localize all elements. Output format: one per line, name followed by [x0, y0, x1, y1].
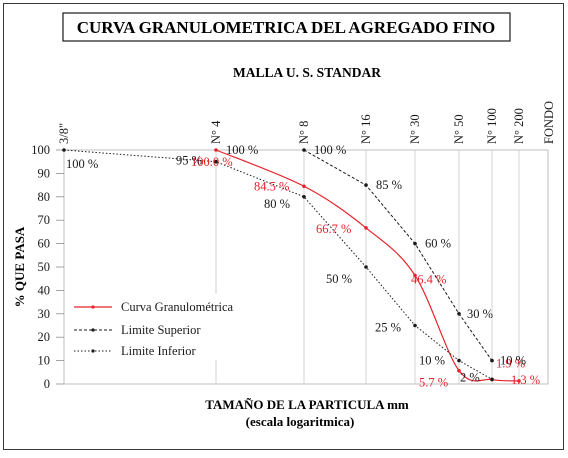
data-label: 84.5 %: [254, 179, 289, 193]
data-label: 46.4 %: [411, 272, 446, 286]
data-point: [364, 183, 368, 187]
data-point: [517, 379, 521, 383]
data-label: 100 %: [314, 143, 346, 157]
series-layer: [62, 148, 521, 383]
y-tick-label: 70: [38, 213, 51, 227]
chart-frame: CURVA GRANULOMETRICA DEL AGREGADO FINO M…: [3, 3, 564, 450]
data-point: [413, 241, 417, 246]
data-point: [302, 148, 306, 152]
data-labels: 100.0 % 84.5 % 66.7 % 46.4 % 5.7 % 1.9 % 1.3 %…: [66, 143, 540, 390]
chart-subtitle: MALLA U. S. STANDAR: [233, 65, 381, 80]
data-point: [457, 358, 461, 363]
data-label: 30 %: [467, 307, 493, 321]
data-label: 80 %: [264, 197, 290, 211]
x-tick-label: N° 200: [512, 108, 526, 144]
granulometric-chart: CURVA GRANULOMETRICA DEL AGREGADO FINO M…: [12, 12, 556, 429]
x-tick-label: FONDO: [542, 101, 556, 144]
x-tick-label: 3/8": [57, 123, 71, 144]
y-axis: 0 10 20 30 40 50 60 70 80 90 100: [31, 143, 64, 391]
legend-marker-curve: [91, 305, 95, 309]
data-label: 100.0 %: [191, 155, 233, 169]
legend-label-lower: Limite Inferior: [121, 344, 196, 358]
data-label: 95 %: [176, 154, 202, 168]
data-point: [413, 273, 417, 278]
data-point: [364, 265, 368, 269]
data-point: [214, 159, 218, 164]
y-tick-label: 100: [31, 143, 50, 157]
x-tick-label: N° 16: [359, 114, 373, 144]
data-label: 5.7 %: [419, 376, 448, 390]
legend: Curva Granulométrica Limite Superior Lim…: [67, 294, 245, 360]
data-point: [62, 148, 66, 152]
data-label: 50 %: [326, 272, 352, 286]
title-box: [62, 12, 511, 42]
data-label: 10 %: [419, 354, 445, 368]
data-label: 100 %: [66, 157, 98, 171]
data-point: [457, 368, 461, 373]
data-point: [490, 377, 494, 382]
legend-box: [67, 294, 245, 360]
data-point: [214, 148, 218, 152]
y-axis-title: % QUE PASA: [12, 226, 27, 307]
data-point: [490, 358, 494, 363]
y-tick-label: 60: [38, 237, 51, 251]
x-axis-sieve-labels: 3/8" N° 4 N° 8 N° 16 N° 30 N° 50 N° 100 N° 200 F…: [57, 101, 556, 144]
y-tick-label: 80: [38, 190, 51, 204]
data-point: [457, 312, 461, 316]
data-point: [413, 323, 417, 328]
x-tick-label: N° 50: [452, 114, 466, 144]
data-label: 1.9 %: [496, 357, 525, 371]
legend-label-curve: Curva Granulométrica: [121, 300, 234, 314]
y-tick-label: 30: [38, 307, 51, 321]
data-label: 10 %: [500, 354, 526, 368]
x-tick-label: N° 100: [485, 108, 499, 144]
x-tick-label: N° 30: [408, 114, 422, 144]
data-label: 85 %: [376, 178, 402, 192]
data-label: 60 %: [425, 237, 451, 251]
data-label: 66.7 %: [316, 222, 351, 236]
y-tick-label: 10: [38, 354, 51, 368]
y-tick-label: 0: [44, 377, 50, 391]
data-point: [302, 184, 306, 189]
data-point: [364, 226, 368, 230]
legend-marker-lower: [91, 349, 95, 353]
data-label: 2 %: [460, 370, 480, 384]
data-point: [302, 195, 306, 199]
y-tick-label: 20: [38, 330, 51, 344]
x-tick-label: N° 8: [297, 121, 311, 144]
data-label: 25 %: [375, 321, 401, 335]
x-axis-subtitle: (escala logaritmica): [246, 414, 355, 429]
y-tick-label: 50: [38, 260, 51, 274]
legend-marker-upper: [91, 328, 95, 332]
y-tick-label: 90: [38, 166, 51, 180]
legend-label-upper: Limite Superior: [121, 323, 201, 337]
chart-title: CURVA GRANULOMETRICA DEL AGREGADO FINO: [77, 18, 495, 37]
data-label: 1.3 %: [511, 373, 540, 387]
data-label-extra: 100 %: [226, 143, 258, 157]
y-tick-label: 40: [38, 283, 51, 297]
x-tick-label: N° 4: [209, 120, 223, 144]
x-axis-title: TAMAÑO DE LA PARTICULA mm: [205, 397, 409, 412]
